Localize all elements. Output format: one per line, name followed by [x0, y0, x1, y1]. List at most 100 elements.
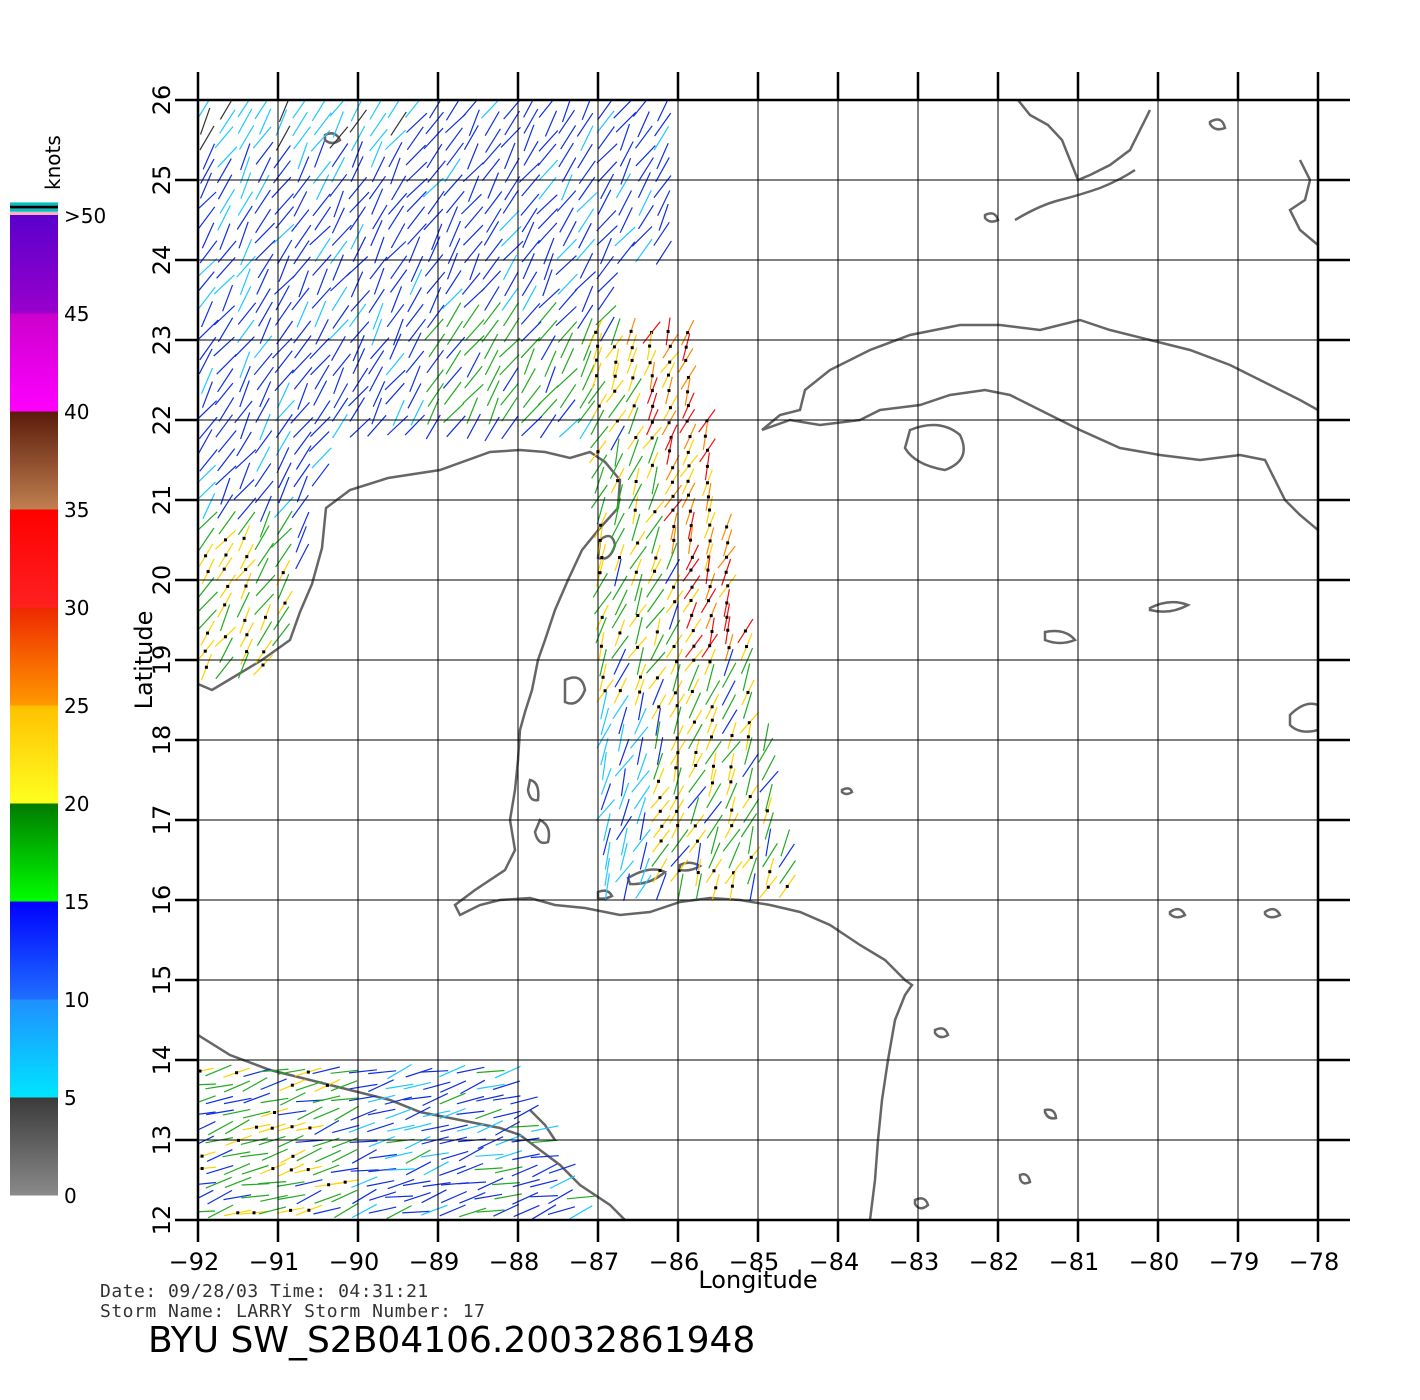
wind-vector: [476, 1209, 505, 1213]
wind-vector: [423, 1161, 449, 1176]
wind-flag-dot: [696, 871, 700, 875]
wind-vector: [574, 271, 597, 292]
wind-vector: [255, 397, 270, 423]
wind-vector: [332, 413, 348, 439]
lat-tick-label: 24: [148, 245, 176, 276]
wind-flag-dot: [730, 734, 734, 738]
wind-vector: [257, 253, 274, 279]
wind-vector: [385, 1108, 413, 1120]
wind-vector: [504, 157, 520, 183]
wind-vector: [538, 320, 558, 342]
wind-vector: [590, 425, 609, 449]
wind-vector: [427, 382, 445, 407]
island-cayman: [1148, 600, 1191, 613]
wind-flag-dot: [306, 1168, 310, 1172]
wind-flag-dot: [597, 404, 601, 408]
wind-vector: [331, 397, 349, 422]
wind-vector: [688, 723, 703, 749]
wind-vector: [494, 1065, 521, 1079]
wind-vector: [521, 207, 538, 233]
wind-vector: [371, 156, 386, 183]
wind-flag-dot: [325, 1083, 329, 1087]
wind-vector: [745, 767, 754, 796]
wind-vector: [242, 1110, 271, 1119]
colorbar-label: 35: [64, 498, 89, 522]
wind-vector: [504, 271, 519, 297]
lon-tick-label: −90: [329, 1248, 380, 1276]
wind-vector: [384, 129, 407, 150]
wind-vector: [216, 257, 236, 279]
wind-vector: [254, 189, 271, 214]
wind-flag-dot: [668, 344, 672, 348]
lon-tick-label: −84: [809, 1248, 860, 1276]
wind-flag-dot: [671, 466, 675, 470]
wind-vector: [599, 316, 615, 342]
wind-vector: [406, 190, 427, 213]
wind-vector: [207, 1204, 234, 1219]
wind-vector: [628, 439, 640, 466]
wind-vector: [615, 111, 637, 133]
wind-vector: [637, 172, 651, 198]
wind-flag-dot: [270, 1126, 274, 1130]
wind-vector: [548, 1163, 576, 1174]
colorbar-band: [10, 803, 58, 902]
storm-line: Storm Name: LARRY Storm Number: 17: [100, 1301, 485, 1322]
wind-flag-dot: [743, 629, 747, 633]
wind-vector: [352, 348, 366, 375]
wind-flag-dot: [675, 660, 679, 664]
wind-vector: [368, 1206, 397, 1214]
wind-vector: [484, 286, 500, 311]
wind-vector: [223, 1080, 251, 1093]
wind-vector: [596, 225, 618, 246]
wind-vector: [277, 573, 290, 601]
wind-flag-dot: [598, 571, 602, 575]
island-belize-cayes: [563, 676, 587, 705]
wind-vector: [761, 755, 776, 781]
wind-vector: [258, 1135, 286, 1146]
wind-vector: [463, 335, 485, 356]
wind-vector: [764, 783, 773, 812]
wind-vector: [464, 365, 483, 389]
wind-flag-dot: [688, 509, 692, 513]
wind-vector: [556, 238, 577, 260]
wind-vector: [272, 623, 290, 647]
wind-flag-dot: [707, 555, 711, 559]
wind-flag-dot: [200, 1154, 204, 1158]
wind-vector: [639, 812, 646, 841]
wind-vector: [638, 190, 652, 216]
wind-flag-dot: [629, 329, 633, 333]
wind-vector: [440, 1080, 467, 1093]
wind-vector: [295, 526, 307, 553]
wind-vector: [252, 126, 272, 149]
wind-vector: [421, 1124, 449, 1132]
florida-keys: [1014, 168, 1136, 222]
wind-vector: [637, 692, 645, 721]
wind-flag-dot: [684, 345, 688, 349]
wind-vector: [512, 1153, 540, 1161]
wind-vector: [648, 483, 659, 510]
wind-vector: [560, 174, 573, 201]
wind-vector: [275, 430, 291, 456]
wind-vector: [429, 287, 442, 314]
wind-vector: [705, 680, 721, 706]
wind-vector: [222, 1151, 251, 1158]
wind-vector: [502, 302, 520, 327]
wind-vector: [217, 494, 234, 519]
wind-vector: [482, 143, 502, 165]
wind-vector: [631, 770, 650, 793]
wind-flag-dot: [671, 494, 675, 498]
wind-vector: [240, 1152, 269, 1158]
wind-vector: [531, 1125, 559, 1132]
wind-vector: [239, 156, 251, 184]
wind-flag-dot: [726, 628, 730, 632]
wind-vector: [618, 782, 630, 810]
wind-vector: [390, 286, 403, 313]
wind-vector: [619, 207, 633, 233]
wind-vector: [595, 799, 615, 821]
wind-vector: [296, 1189, 322, 1205]
wind-vector: [273, 145, 291, 169]
wind-flag-dot: [672, 538, 676, 542]
wind-vector: [257, 157, 272, 183]
colorbar-label: 5: [64, 1086, 77, 1110]
wind-vector: [236, 431, 252, 457]
